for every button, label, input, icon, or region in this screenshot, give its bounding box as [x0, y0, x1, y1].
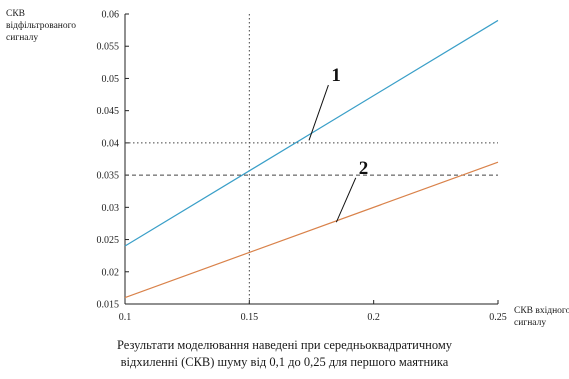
annotation-leader-2: [335, 177, 357, 223]
y-tick-label: 0.015: [97, 300, 120, 311]
caption-line-2: відхиленні (СКВ) шуму від 0,1 до 0,25 дл…: [120, 355, 449, 369]
y-tick-label: 0.04: [102, 138, 120, 149]
x-axis-label-line-2: сигналу: [514, 318, 547, 328]
y-tick-label: 0.035: [97, 171, 120, 182]
y-tick-label: 0.025: [97, 235, 120, 246]
x-tick-label: 0.2: [367, 312, 380, 323]
y-tick-label: 0.055: [97, 42, 120, 53]
y-tick-label: 0.03: [102, 203, 120, 214]
annotation-leader-1: [308, 84, 329, 141]
figure-caption: Результати моделювання наведені при сере…: [0, 337, 569, 371]
y-tick-label: 0.045: [97, 106, 120, 117]
y-axis-label-line-2: відфільтрованого: [6, 21, 77, 31]
series-line-2: [124, 161, 499, 299]
x-axis-label: СКВ вхідного сигналу: [514, 305, 569, 329]
annotation-label-1: 1: [331, 65, 341, 86]
y-tick-label: 0.05: [102, 74, 120, 85]
y-tick-label: 0.02: [102, 267, 120, 278]
y-axis-label-line-1: СКВ: [6, 9, 26, 19]
y-axis-label-line-3: сигналу: [6, 33, 39, 43]
x-tick-label: 0.15: [241, 312, 259, 323]
x-tick-label: 0.25: [489, 312, 507, 323]
y-tick-label: 0.06: [102, 10, 120, 21]
y-axis-label: СКВ відфільтрованого сигналу: [6, 8, 106, 44]
annotation-label-2: 2: [359, 158, 369, 179]
caption-line-1: Результати моделювання наведені при сере…: [116, 338, 453, 352]
x-tick-label: 0.1: [119, 312, 132, 323]
x-axis-label-line-1: СКВ вхідного: [514, 306, 569, 316]
